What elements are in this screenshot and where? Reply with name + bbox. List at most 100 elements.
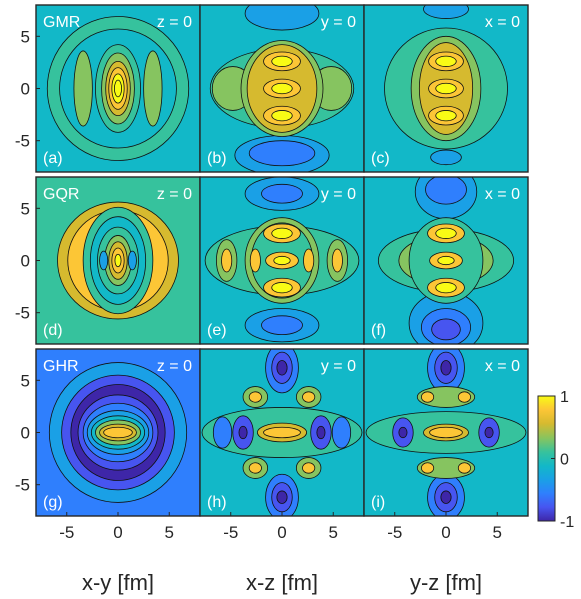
contour-band: [435, 227, 457, 239]
panel-letter: (e): [207, 322, 227, 339]
x-tick-label: -5: [387, 523, 402, 542]
colorbar: 1 0 -1: [537, 389, 574, 531]
x-tick-label: 0: [277, 523, 286, 542]
x-tick-label: -5: [223, 523, 238, 542]
plane-label: z = 0: [157, 358, 192, 375]
contour-band: [103, 426, 133, 439]
contour-band: [435, 282, 457, 294]
contour-band: [457, 462, 472, 474]
mode-label: GHR: [43, 358, 79, 375]
contour-band: [435, 110, 457, 122]
contour-band: [440, 360, 452, 376]
contour-band: [248, 462, 262, 474]
panel-letter: (h): [207, 494, 227, 511]
colorbar-tick-label: -1: [560, 514, 574, 531]
contour-band: [73, 50, 93, 127]
panel-letter: (b): [207, 150, 227, 167]
contour-band: [248, 140, 316, 167]
x-axis-label: x-y [fm]: [82, 570, 154, 595]
contour-panel: [200, 349, 364, 516]
contour-band: [263, 426, 301, 439]
contour-band: [249, 248, 261, 273]
panel-letter: (i): [371, 494, 385, 511]
x-tick-label: 0: [113, 523, 122, 542]
contour-band: [114, 253, 122, 268]
contour-band: [143, 50, 163, 127]
contour-band: [457, 391, 472, 403]
contour-band: [440, 490, 452, 504]
contour-band: [484, 426, 494, 439]
plane-label: x = 0: [485, 186, 520, 203]
x-axis-label: x-z [fm]: [246, 570, 318, 595]
contour-band: [420, 462, 435, 474]
contour-band: [114, 79, 122, 98]
contour-band: [276, 360, 288, 376]
x-tick-label: 5: [493, 523, 502, 542]
plane-label: y = 0: [321, 14, 356, 31]
y-tick-label: -5: [15, 476, 30, 495]
contour-band: [423, 5, 469, 19]
plane-label: x = 0: [485, 14, 520, 31]
y-tick-label: 0: [21, 424, 30, 443]
contour-band: [435, 55, 457, 67]
contour-band: [271, 82, 293, 95]
y-tick-label: 5: [21, 199, 30, 218]
mode-label: GMR: [43, 14, 80, 31]
contour-band: [316, 425, 326, 440]
contour-panel: [200, 5, 364, 172]
contour-panel: [364, 349, 528, 516]
y-tick-label: 5: [21, 371, 30, 390]
contour-band: [431, 318, 461, 341]
contour-band: [271, 55, 293, 67]
contour-band: [248, 391, 262, 403]
y-tick-label: 0: [21, 252, 30, 271]
panel-letter: (c): [371, 150, 390, 167]
contour-band: [273, 255, 291, 266]
panel-frame: [363, 176, 529, 345]
contour-band: [127, 250, 137, 271]
plane-label: z = 0: [157, 186, 192, 203]
panel-letter: (d): [43, 322, 63, 339]
contour-band: [303, 248, 315, 273]
colorbar-tick-label: 0: [560, 452, 569, 469]
contour-band: [437, 255, 455, 266]
contour-band: [99, 250, 109, 271]
contour-band: [416, 457, 476, 479]
plane-label: x = 0: [485, 358, 520, 375]
mode-label: GQR: [43, 186, 79, 203]
contour-band: [425, 177, 467, 205]
panel-letter: (f): [371, 322, 386, 339]
contour-band: [261, 315, 303, 336]
plane-label: y = 0: [321, 186, 356, 203]
y-tick-label: -5: [15, 132, 30, 151]
contour-band: [331, 248, 343, 273]
x-tick-label: 0: [441, 523, 450, 542]
panel-letter: (g): [43, 494, 63, 511]
contour-band: [435, 82, 457, 95]
colorbar-tick-label: 1: [560, 389, 569, 406]
plane-label: y = 0: [321, 358, 356, 375]
contour-band: [429, 426, 463, 439]
contour-band: [271, 110, 293, 122]
contour-band: [331, 416, 352, 449]
contour-band: [271, 282, 293, 294]
contour-panel: [36, 349, 200, 516]
contour-panel: [200, 177, 364, 344]
contour-band: [302, 462, 316, 474]
x-axis-label: y-z [fm]: [410, 570, 482, 595]
y-tick-label: 0: [21, 80, 30, 99]
contour-panel: [364, 177, 528, 344]
plane-label: z = 0: [157, 14, 192, 31]
contour-panel: [364, 5, 528, 172]
y-tick-label: 5: [21, 27, 30, 46]
contour-band: [302, 391, 316, 403]
x-tick-label: 5: [329, 523, 338, 542]
contour-band: [212, 416, 233, 449]
contour-band: [416, 386, 476, 408]
panel-letter: (a): [43, 150, 63, 167]
y-tick-label: -5: [15, 304, 30, 323]
contour-band: [261, 183, 303, 204]
contour-band: [271, 227, 293, 239]
contour-band: [238, 425, 248, 440]
